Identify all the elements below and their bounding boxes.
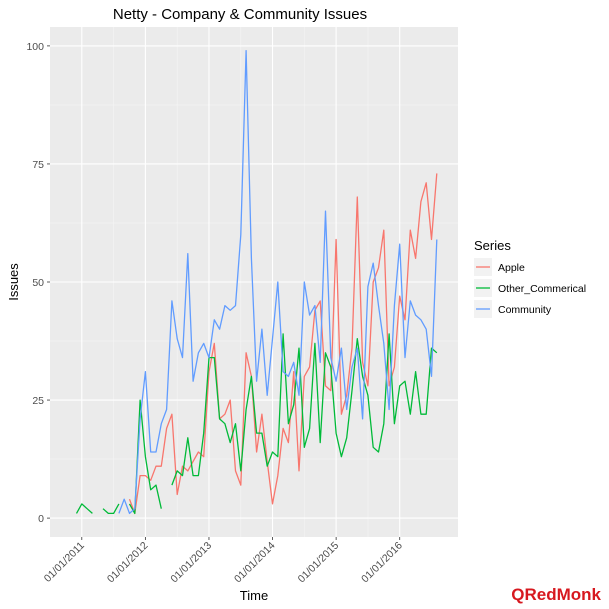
y-axis-title: Issues (6, 263, 21, 301)
series-lines (75, 49, 438, 515)
x-tick-label: 01/01/2016 (359, 540, 405, 586)
logo-mark: Q (511, 585, 525, 604)
legend-label: Apple (498, 262, 525, 274)
y-tick-label: 50 (32, 277, 44, 289)
x-tick-label: 01/01/2015 (296, 540, 342, 586)
legend-title: Series (474, 238, 511, 253)
legend-label: Other_Commerical (498, 283, 586, 295)
x-tick-label: 01/01/2012 (105, 540, 151, 586)
redmonk-logo: QRedMonk (511, 585, 601, 605)
x-tick-label: 01/01/2014 (232, 540, 278, 586)
legend-label: Community (498, 304, 552, 316)
x-tick-label: 01/01/2011 (42, 540, 87, 585)
x-tick-label: 01/01/2013 (168, 540, 214, 586)
legend: Series Apple Other_Commerical Community (474, 238, 586, 318)
series-line-community (118, 49, 438, 515)
chart-title: Netty - Company & Community Issues (113, 6, 367, 23)
series-line-apple (128, 173, 438, 515)
logo-text: RedMonk (524, 585, 602, 604)
y-tick-label: 0 (38, 513, 44, 525)
y-tick-label: 100 (26, 41, 44, 53)
y-tick-label: 25 (32, 395, 44, 407)
series-line-other_commerical (75, 333, 438, 515)
x-axis-title: Time (240, 588, 268, 603)
y-tick-label: 75 (32, 159, 44, 171)
